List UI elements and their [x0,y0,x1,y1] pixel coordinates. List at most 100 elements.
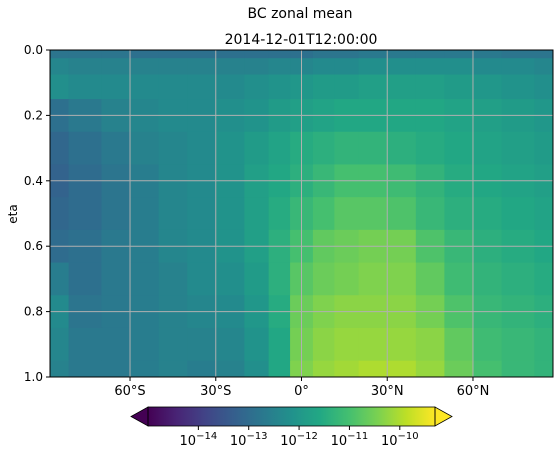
x-axis: 60°S 30°S 0° 30°N 60°N [114,377,489,399]
heatmap-cell [444,327,474,362]
heatmap-cell [444,197,474,231]
heatmap-cell [68,131,103,166]
heatmap-cell [130,131,160,166]
heatmap-cell [158,262,188,296]
heatmap-cell [312,360,335,377]
heatmap-cell [415,50,445,59]
heatmap-cell [501,197,536,231]
heatmap-cell [187,327,217,362]
heatmap-cell [358,327,388,362]
heatmap-cell [312,58,335,76]
y-tick-label: 1.0 [24,370,43,384]
heatmap-cell [358,50,388,59]
heatmap-cell [415,360,445,377]
heatmap-cell [158,50,188,59]
heatmap-cell [472,50,503,59]
heatmap-cell [358,360,388,377]
colorbar-gradient [148,407,435,426]
heatmap-cell [534,360,553,377]
heatmap-cell [187,360,217,377]
heatmap-cell [101,58,131,76]
colorbar-tick-label: 10−12 [280,431,318,449]
heatmap-cell [501,58,536,76]
heatmap-cell [334,262,360,296]
heatmap-cell [472,262,503,296]
heatmap-cell [312,74,335,100]
heatmap-cell [244,360,270,377]
heatmap-cell [187,74,217,100]
heatmap-cell [312,262,335,296]
y-axis-label: eta [6,204,20,223]
heatmap-cell [387,197,417,231]
heatmap-cell [68,327,103,362]
heatmap-cell [215,327,245,362]
heatmap-cell [130,197,160,231]
heatmap-cell [534,58,553,76]
heatmap-cell [334,327,360,362]
heatmap-cell [501,360,536,377]
heatmap-cell [101,360,131,377]
heatmap-cell [158,131,188,166]
heatmap-cell [244,262,270,296]
heatmap-cell [268,74,291,100]
x-tick-label: 60°N [457,384,490,399]
heatmap-cell [444,262,474,296]
heatmap-cell [358,58,388,76]
heatmap-cell [101,131,131,166]
heatmap-cell [268,197,291,231]
heatmap-cell [244,58,270,76]
heatmap-cell [215,131,245,166]
heatmap-cell [68,197,103,231]
x-tick-label: 60°S [114,384,145,399]
x-tick-label: 30°N [371,384,404,399]
heatmap-cell [268,58,291,76]
heatmap-cell [244,74,270,100]
heatmap-cell [472,74,503,100]
heatmap-cell [68,58,103,76]
heatmap-cell [50,197,70,231]
heatmap-cell [101,262,131,296]
heatmap-cell [415,262,445,296]
heatmap-cell [472,360,503,377]
heatmap-cell [358,197,388,231]
y-tick-label: 0.2 [24,108,43,122]
heatmap-cell [50,262,70,296]
heatmap-cell [312,327,335,362]
heatmap-cell [101,74,131,100]
heatmap-cell [358,74,388,100]
x-tick-label: 0° [294,384,309,399]
heatmap-cell [268,360,291,377]
heatmap-cell [68,74,103,100]
heatmap-cell [215,262,245,296]
heatmap-cell [501,262,536,296]
y-tick-label: 0.6 [24,239,43,253]
heatmap-cell [387,74,417,100]
x-tick-label: 30°S [200,384,231,399]
heatmap-cell [50,58,70,76]
y-tick-label: 0.4 [24,174,43,188]
heatmap-cell [215,360,245,377]
heatmap-cell [130,74,160,100]
heatmap-cell [158,360,188,377]
colorbar-tick-label: 10−13 [230,431,268,449]
heatmap-cell [444,131,474,166]
heatmap-cell [387,58,417,76]
heatmap-cell [358,262,388,296]
heatmap-cell [187,50,217,59]
heatmap-cell [534,262,553,296]
heatmap-cell [68,50,103,59]
colorbar-tick-label: 10−11 [331,431,369,449]
heatmap-cell [130,58,160,76]
heatmap-cell [158,197,188,231]
heatmap-cell [50,50,70,59]
heatmap-cell [534,131,553,166]
gridlines [50,50,553,377]
heatmap-cell [358,131,388,166]
heatmap-cell [215,50,245,59]
heatmap-cell [68,360,103,377]
heatmap-cell [334,131,360,166]
colorbar-frame [147,406,436,427]
heatmap-cell [534,50,553,59]
heatmap-cell [415,327,445,362]
